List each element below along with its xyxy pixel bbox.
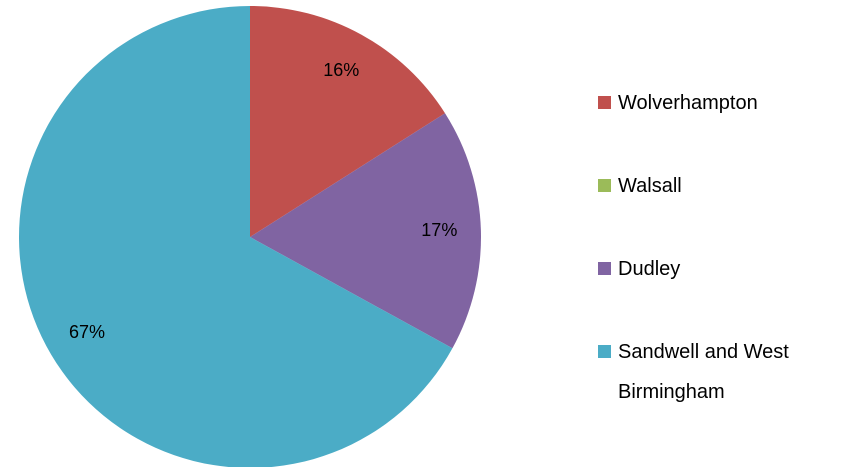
legend-swatch — [598, 262, 611, 275]
legend-item: Dudley — [598, 249, 858, 289]
pie-slice — [250, 6, 446, 237]
legend-item: Wolverhampton — [598, 83, 858, 123]
pie-slice — [19, 6, 453, 467]
data-label: 67% — [69, 322, 105, 342]
legend-label: Sandwell and West Birmingham — [618, 341, 789, 403]
legend-label: Wolverhampton — [618, 92, 758, 114]
legend-swatch — [598, 96, 611, 109]
data-label: 16% — [323, 60, 359, 80]
data-label: 17% — [421, 220, 457, 240]
legend-swatch — [598, 179, 611, 192]
legend-item: Walsall — [598, 166, 858, 206]
legend-item: Sandwell and West Birmingham — [598, 332, 858, 412]
chart: 16% 17% 67% — [19, 6, 482, 467]
legend-label: Walsall — [618, 175, 682, 197]
legend-swatch — [598, 345, 611, 358]
legend-label: Dudley — [618, 258, 681, 280]
pie-slice — [250, 113, 482, 349]
